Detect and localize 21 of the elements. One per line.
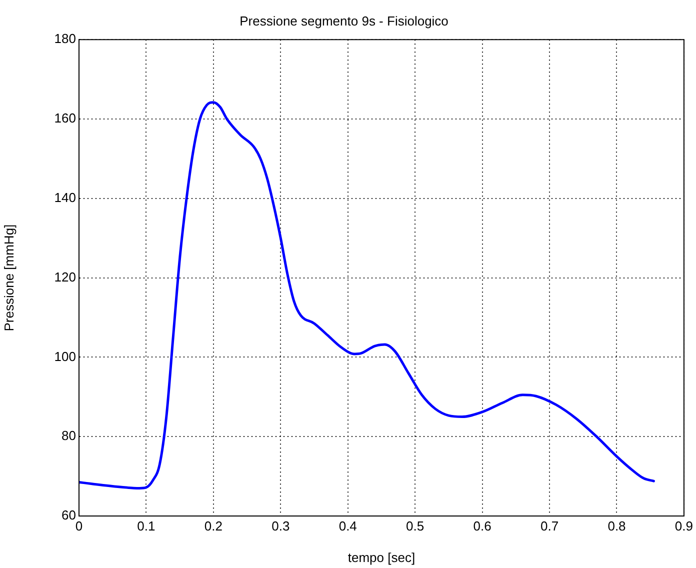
x-tick-label: 0.2: [204, 518, 222, 534]
x-tick-label: 0.8: [608, 518, 626, 534]
y-tick-label: 80: [62, 428, 76, 444]
line-series: [79, 101, 655, 490]
y-tick-label: 160: [54, 110, 76, 126]
x-tick-label: 0.9: [674, 518, 694, 534]
x-tick-label: 0.6: [473, 518, 492, 534]
x-tick-label: 0.7: [540, 518, 559, 534]
x-tick-label: 0.4: [338, 518, 357, 534]
chart-title: Pressione segmento 9s - Fisiologico: [240, 13, 448, 28]
y-tick-label: 140: [54, 190, 76, 205]
y-tick-label: 180: [54, 31, 76, 46]
x-tick-label: 0: [75, 518, 83, 534]
y-tick-label: 100: [54, 348, 76, 364]
x-tick-label: 0.1: [137, 518, 156, 534]
y-tick-label: 120: [54, 269, 76, 284]
x-axis-title: tempo [sec]: [348, 550, 416, 565]
x-tick-label: 0.3: [272, 518, 290, 534]
y-axis-title: Pressione [mmHg]: [1, 224, 16, 332]
x-tick-label: 0.5: [406, 518, 424, 534]
y-tick-label: 60: [62, 508, 76, 523]
